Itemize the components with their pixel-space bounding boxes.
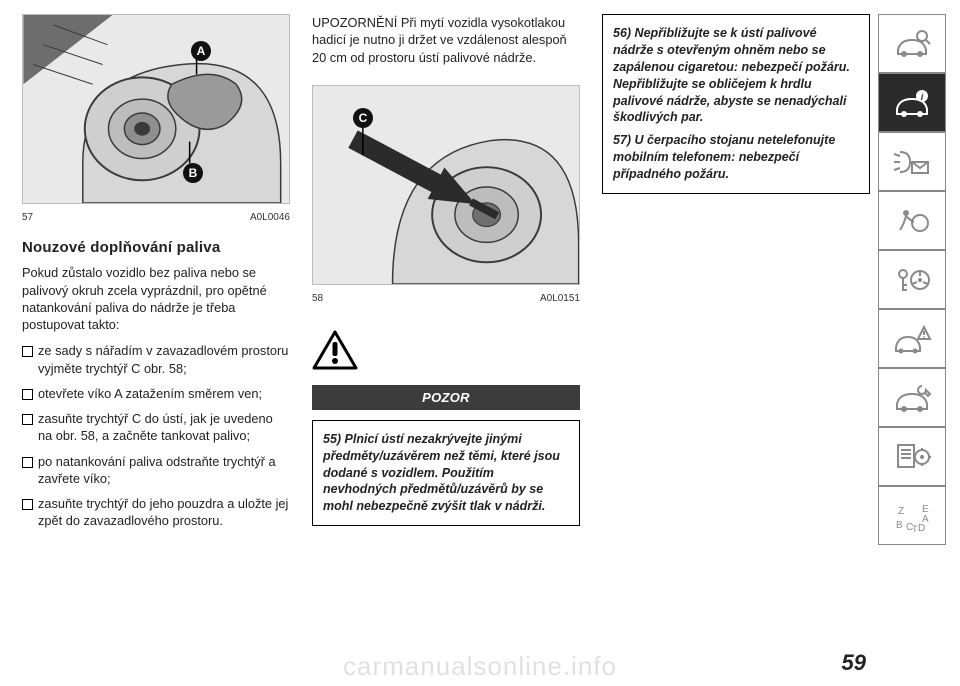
column-2: UPOZORNĚNÍ Při mytí vozidla vysokotlakou… xyxy=(312,14,580,634)
car-info-icon: i xyxy=(892,85,932,121)
figure-code: A0L0046 xyxy=(250,212,290,223)
figure-code: A0L0151 xyxy=(540,293,580,304)
lights-message-icon xyxy=(892,144,932,180)
index-letters-icon: Z E B A C D T xyxy=(892,498,932,534)
list-item: ze sady s nářadím v zavazadlovém prostor… xyxy=(22,342,290,377)
notice-paragraph: UPOZORNĚNÍ Při mytí vozidla vysokotlakou… xyxy=(312,14,580,66)
airbag-icon xyxy=(892,203,932,239)
attention-bar: POZOR xyxy=(312,385,580,410)
figure-label-b: B xyxy=(183,163,203,183)
tab-key-wheel[interactable] xyxy=(878,250,946,309)
figure-57: A B xyxy=(22,14,290,204)
tab-lights-message[interactable] xyxy=(878,132,946,191)
key-wheel-icon xyxy=(892,262,932,298)
tab-car-search[interactable] xyxy=(878,14,946,73)
note-56: 56) Nepřibližujte se k ústí palivové nád… xyxy=(613,25,859,126)
warning-triangle-icon xyxy=(312,330,580,375)
list-item: otevřete víko A zatažením směrem ven; xyxy=(22,385,290,402)
figure-label-c: C xyxy=(353,108,373,128)
tab-car-info[interactable]: i xyxy=(878,73,946,132)
figure-number: 57 xyxy=(22,212,33,223)
figure-number: 58 xyxy=(312,293,323,304)
section-tab-sidebar: i xyxy=(878,14,946,545)
note-55: 55) Plnicí ústí nezakrývejte jinými před… xyxy=(323,431,569,515)
figure-57-caption: 57 A0L0046 xyxy=(22,210,290,231)
note-57: 57) U čerpacího stojanu netelefonujte mo… xyxy=(613,132,859,183)
list-item: zasuňte trychtýř C do ústí, jak je uvede… xyxy=(22,410,290,445)
watermark: carmanualsonline.info xyxy=(0,651,960,682)
tab-index[interactable]: Z E B A C D T xyxy=(878,486,946,545)
svg-text:T: T xyxy=(912,524,918,534)
note-box-55: 55) Plnicí ústí nezakrývejte jinými před… xyxy=(312,420,580,526)
svg-text:B: B xyxy=(896,520,903,531)
car-search-icon xyxy=(892,26,932,62)
car-service-icon xyxy=(892,380,932,416)
spec-sheet-icon xyxy=(892,439,932,475)
figure-label-a: A xyxy=(191,41,211,61)
content-columns: A B 57 A0L0046 Nouzové doplňování paliva… xyxy=(22,14,866,634)
column-1: A B 57 A0L0046 Nouzové doplňování paliva… xyxy=(22,14,290,634)
svg-text:D: D xyxy=(918,523,925,534)
car-hazard-icon xyxy=(892,321,932,357)
column-3: 56) Nepřibližujte se k ústí palivové nád… xyxy=(602,14,870,634)
note-box-56-57: 56) Nepřibližujte se k ústí palivové nád… xyxy=(602,14,870,194)
steps-list: ze sady s nářadím v zavazadlovém prostor… xyxy=(22,342,290,537)
intro-paragraph: Pokud zůstalo vozidlo bez paliva nebo se… xyxy=(22,264,290,333)
figure-58: C xyxy=(312,85,580,285)
tab-car-hazard[interactable] xyxy=(878,309,946,368)
svg-text:Z: Z xyxy=(898,506,904,517)
tab-airbag[interactable] xyxy=(878,191,946,250)
fuel-cap-illustration xyxy=(23,15,289,203)
tab-car-service[interactable] xyxy=(878,368,946,427)
tab-spec-sheet[interactable] xyxy=(878,427,946,486)
section-heading: Nouzové doplňování paliva xyxy=(22,239,290,256)
manual-page: A B 57 A0L0046 Nouzové doplňování paliva… xyxy=(0,0,960,686)
list-item: zasuňte trychtýř do jeho pouzdra a uložt… xyxy=(22,495,290,530)
page-number: 59 xyxy=(842,650,866,676)
figure-58-caption: 58 A0L0151 xyxy=(312,291,580,312)
list-item: po natankování paliva odstraňte trychtýř… xyxy=(22,453,290,488)
